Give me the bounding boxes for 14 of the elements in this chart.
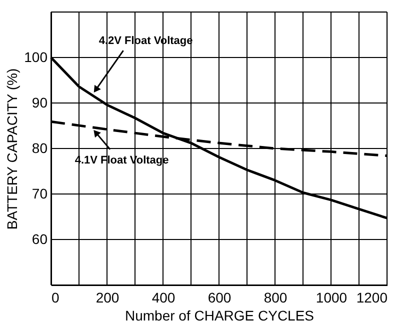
x-axis-title: Number of CHARGE CYCLES: [124, 308, 314, 324]
x-tick-label: 1000: [316, 290, 348, 306]
x-tick-label: 1200: [356, 290, 388, 306]
x-tick-label: 800: [264, 290, 288, 306]
x-tick-label: 600: [208, 290, 232, 306]
x-tick-label: 0: [52, 290, 60, 306]
y-tick-label: 70: [32, 186, 48, 202]
x-tick-label: 200: [96, 290, 120, 306]
y-tick-label: 100: [24, 49, 48, 65]
y-tick-label: 90: [32, 94, 48, 110]
y-tick-label: 60: [32, 231, 48, 247]
x-tick-label: 400: [152, 290, 176, 306]
y-tick-label: 80: [32, 140, 48, 156]
y-axis-title: BATTERY CAPACITY (%): [4, 68, 20, 230]
